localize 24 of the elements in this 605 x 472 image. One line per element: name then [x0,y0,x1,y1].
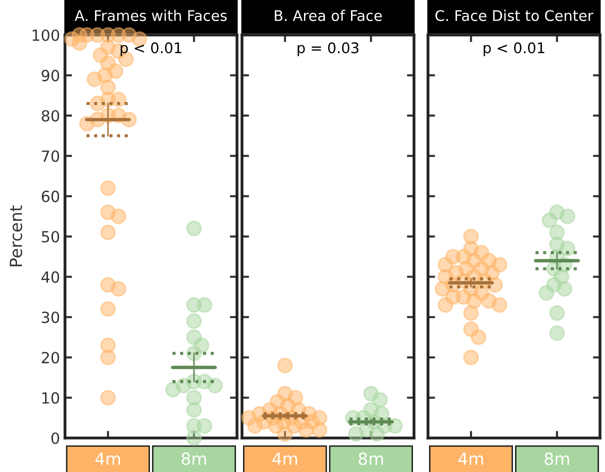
y-tick-label: 10 [42,392,60,404]
x-tick-label: 4m [95,452,120,465]
annotation: p < 0.01 [484,42,544,56]
y-tick-label: 30 [42,312,60,324]
annotation: p < 0.01 [120,42,182,56]
x-tick-label: 8m [544,452,570,465]
y-tick-label: 20 [42,352,60,364]
x-tick-label: 8m [182,452,206,465]
y-tick-label: 100 [32,29,60,42]
x-tick-label: 4m [458,452,484,465]
y-tick-label: 50 [42,230,60,243]
annotation: p = 0.03 [298,42,358,56]
y-tick-label: 0 [51,432,60,444]
y-tick-label: 90 [42,70,60,82]
chart-title: A. Frames with Faces [74,10,227,22]
y-axis-title: Percent [10,206,22,266]
y-tick-label: 80 [42,110,60,122]
y-tick-label: 70 [42,150,60,162]
x-tick-label: 4m [272,452,298,465]
y-tick-label: 40 [41,271,60,283]
chart-title: B. Area of Face [274,10,382,22]
y-tick-label: 60 [42,190,60,202]
chart-title: C. Face Dist to Center [435,10,594,22]
x-tick-label: 8m [358,452,384,465]
